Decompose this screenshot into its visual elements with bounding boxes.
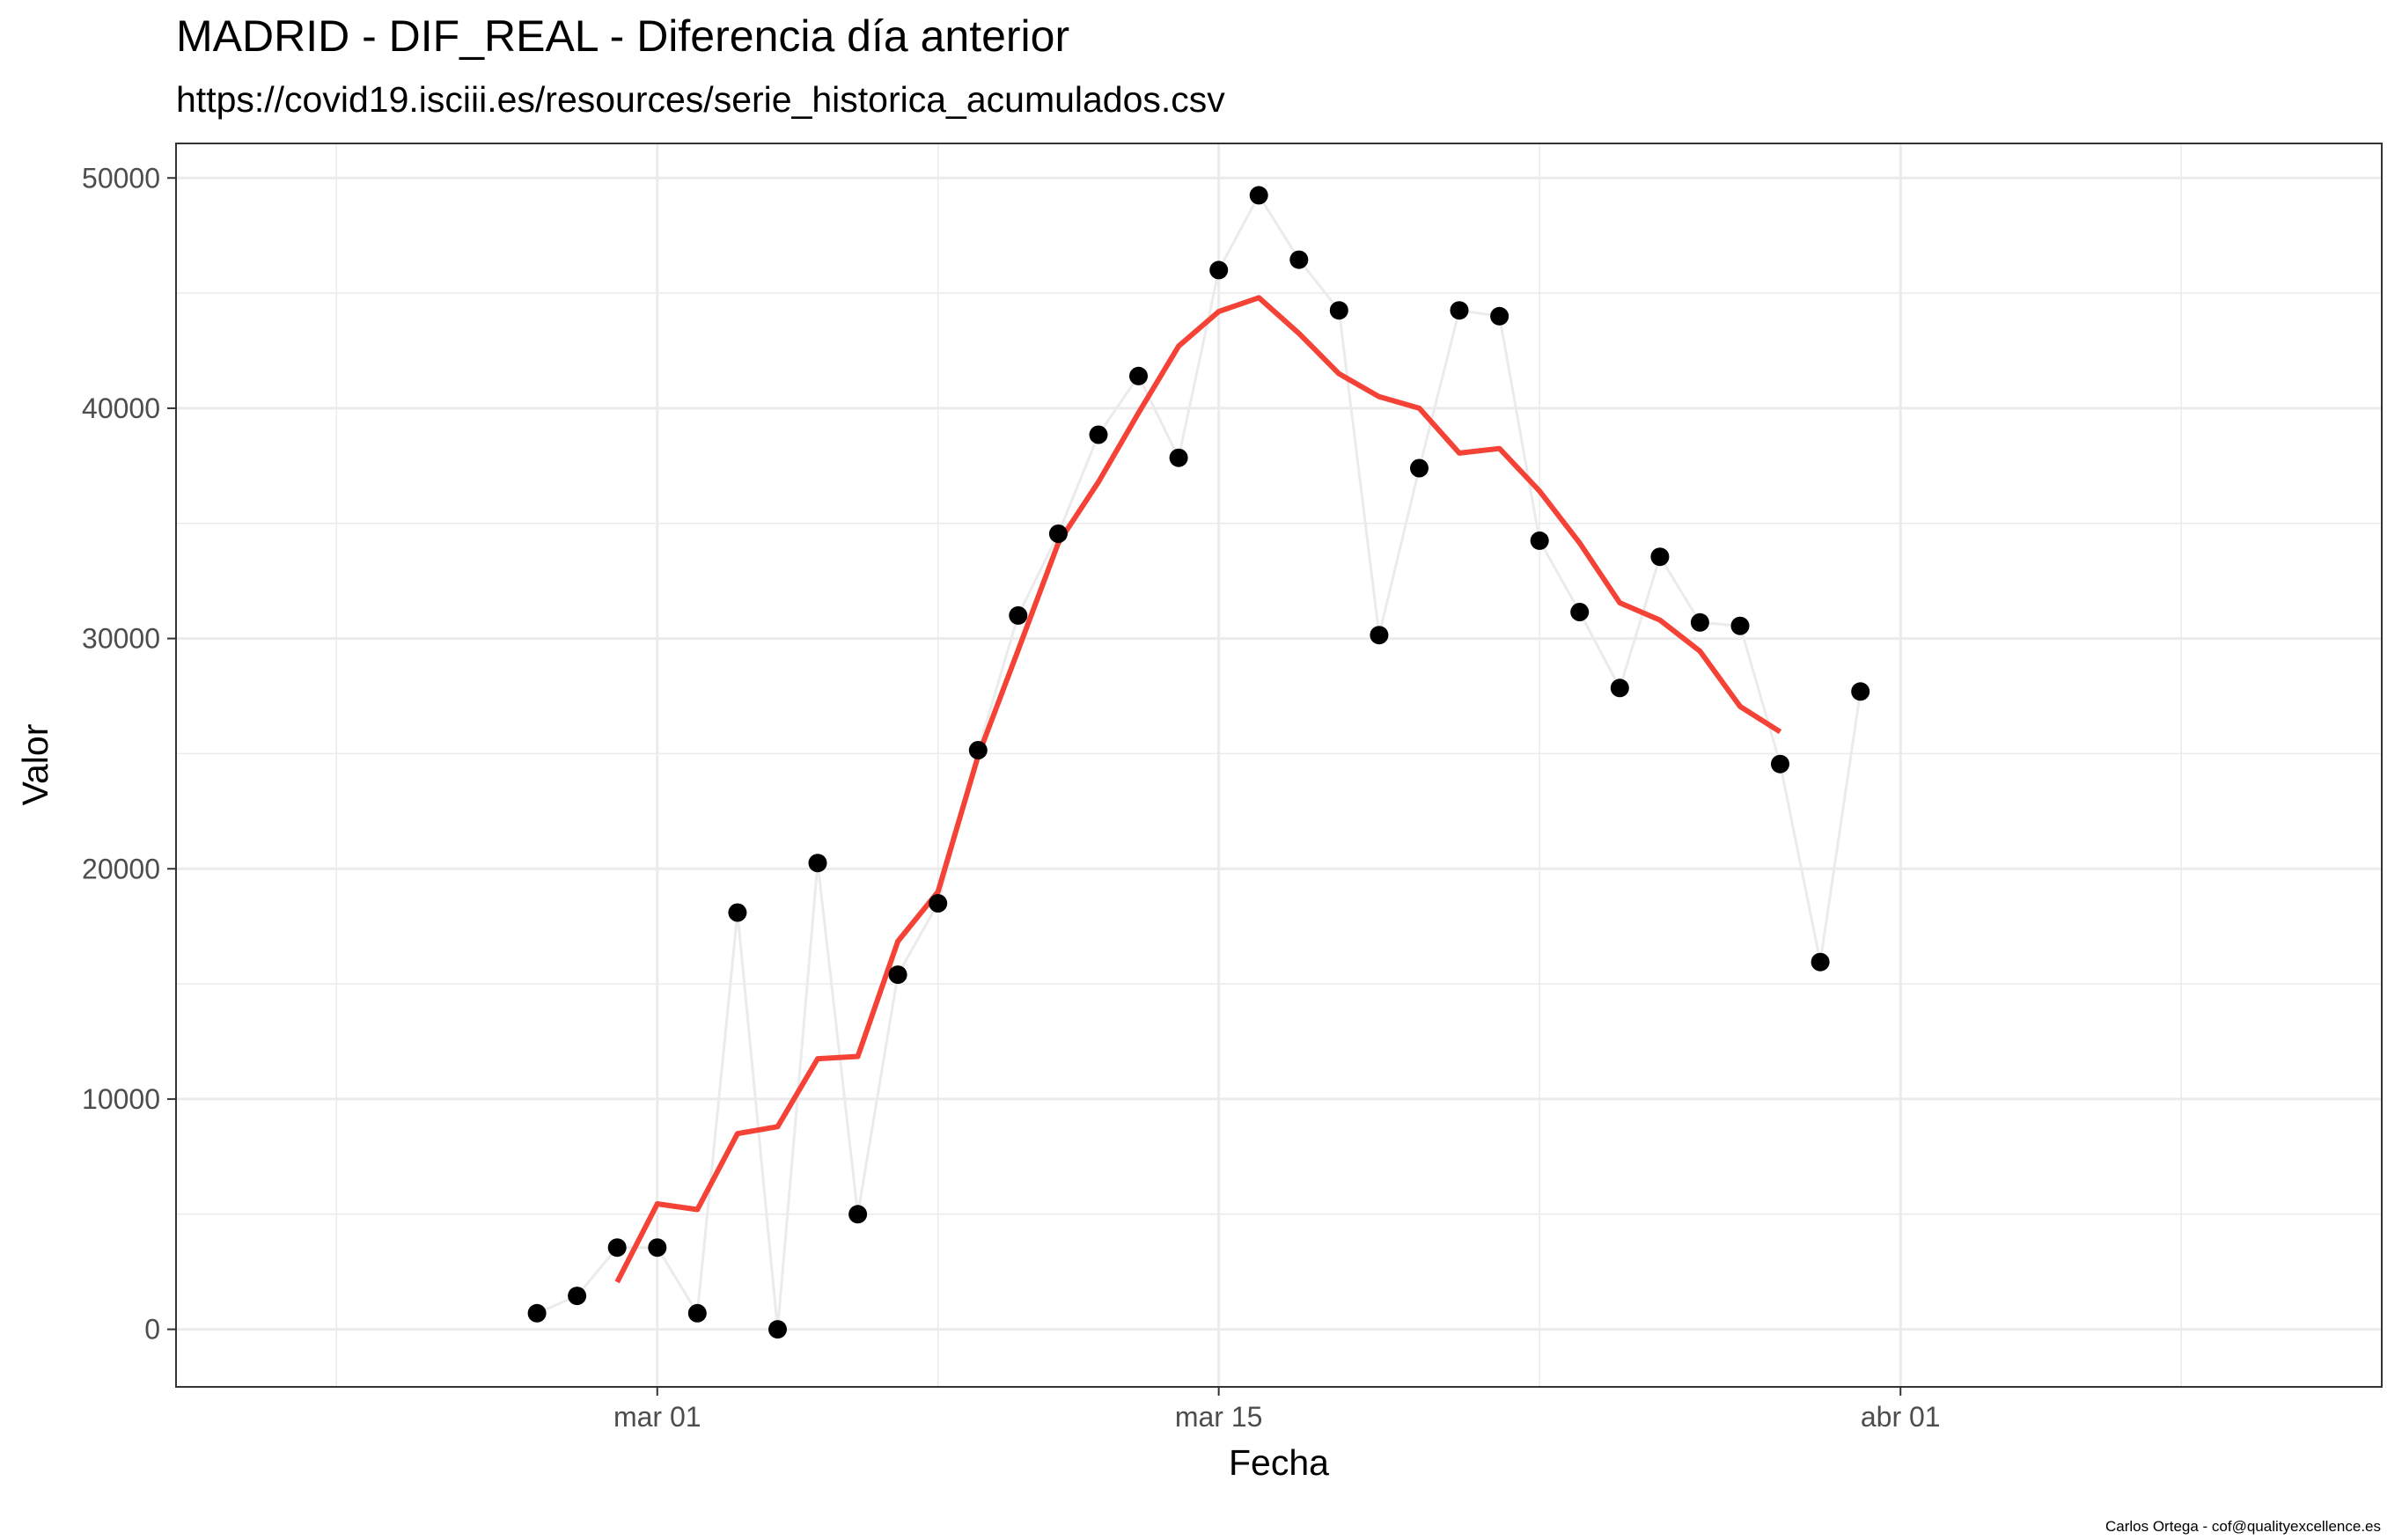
data-point [568, 1287, 587, 1306]
data-point [848, 1205, 868, 1224]
grid [176, 143, 2382, 1387]
x-axis-title: Fecha [1229, 1442, 1329, 1483]
series-layer [527, 186, 1870, 1339]
data-point [1450, 301, 1469, 320]
data-point [1811, 952, 1830, 972]
x-tick-label: mar 15 [1175, 1401, 1263, 1433]
data-point [1650, 547, 1670, 567]
y-tick-label: 10000 [82, 1083, 160, 1115]
data-point [1410, 458, 1429, 478]
data-point [687, 1303, 707, 1323]
data-point [768, 1320, 787, 1339]
data-point [1730, 616, 1750, 635]
chart-caption: Carlos Ortega - cof@qualityexcellence.es [2105, 1518, 2381, 1535]
y-tick-label: 40000 [82, 392, 160, 424]
data-point [1851, 682, 1870, 701]
y-axis-title: Valor [15, 724, 55, 806]
data-point [1048, 524, 1068, 543]
smoothed-series-line [614, 295, 1782, 1284]
data-point [1490, 306, 1510, 326]
data-point [1129, 366, 1148, 385]
data-point [1570, 603, 1590, 621]
data-point [888, 965, 907, 985]
data-point [1530, 531, 1549, 550]
data-point [968, 741, 988, 759]
data-point [1009, 605, 1028, 625]
y-tick-label: 0 [144, 1314, 160, 1346]
data-point [1329, 301, 1348, 320]
data-point [1249, 186, 1268, 205]
data-point [607, 1238, 627, 1258]
data-point [648, 1238, 667, 1258]
data-point [929, 894, 948, 913]
data-point [1209, 260, 1229, 280]
axes: 0 10000 20000 30000 40000 50000 mar 01 mar 15 ab… [82, 162, 1941, 1433]
data-point [728, 903, 747, 922]
y-tick-label: 30000 [82, 623, 160, 655]
data-point [1289, 250, 1309, 269]
data-point [1169, 448, 1188, 467]
data-point [527, 1303, 547, 1323]
data-point [1690, 612, 1709, 632]
y-tick-label: 20000 [82, 853, 160, 884]
chart-title: MADRID - DIF_REAL - Diferencia día anter… [176, 11, 1069, 61]
y-tick-label: 50000 [82, 162, 160, 194]
data-point [1771, 754, 1789, 774]
panel-border [175, 143, 2383, 1388]
data-point [808, 854, 827, 873]
x-tick-label: mar 01 [613, 1401, 702, 1433]
x-tick-label: abr 01 [1861, 1401, 1941, 1433]
data-point [1089, 425, 1108, 444]
chart-subtitle: https://covid19.isciii.es/resources/seri… [176, 79, 1225, 120]
data-point [1610, 678, 1629, 698]
data-point [1370, 626, 1389, 645]
raw-series-line [536, 194, 1862, 1331]
